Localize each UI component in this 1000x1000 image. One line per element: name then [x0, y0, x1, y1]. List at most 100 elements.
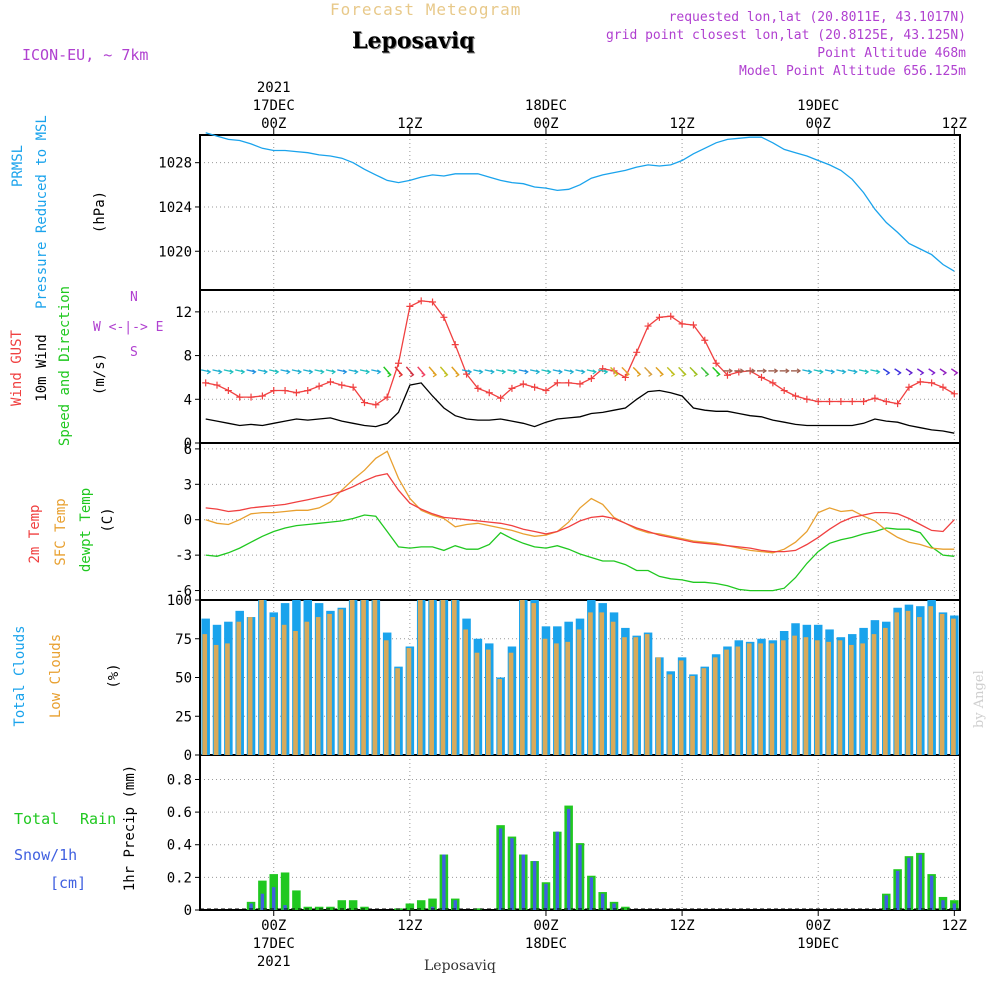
gust-marker: [882, 397, 890, 405]
precip-total-bar: [326, 906, 335, 910]
low-cloud-bar: [395, 668, 400, 755]
low-cloud-bar: [622, 637, 627, 755]
clouds-ytick-label: 100: [167, 593, 192, 609]
wind-direction-arrowhead: [796, 368, 802, 374]
clouds-ytick-label: 75: [175, 632, 192, 648]
wind-direction-arrowhead: [331, 369, 337, 375]
gust-marker: [429, 298, 437, 306]
gust-marker: [701, 336, 709, 344]
precip-snow-bar: [532, 861, 537, 910]
low-cloud-bar: [474, 652, 480, 755]
precip-snow-bar: [907, 857, 911, 910]
pressure-ytick-label: 1024: [158, 200, 192, 216]
low-cloud-bar: [656, 657, 661, 755]
wind-ytick-label: 4: [184, 392, 192, 408]
low-cloud-bar: [690, 675, 695, 755]
wind-ytick-label: 0: [184, 436, 192, 452]
precip-snow-bar: [498, 828, 503, 910]
gust-marker: [553, 379, 561, 387]
wind-direction-arrowhead: [444, 372, 449, 378]
temp-ytick-label: 6: [184, 442, 192, 458]
clouds-ytick-label: 0: [184, 748, 192, 764]
low-cloud-bar: [848, 644, 854, 755]
low-cloud-bar: [497, 679, 503, 755]
gust-marker: [417, 297, 425, 305]
gust-marker: [236, 393, 244, 401]
low-cloud-bar: [758, 643, 763, 755]
wind-direction-arrowhead: [479, 369, 484, 375]
precip-snow-label: Snow/1h: [14, 846, 78, 864]
gust-marker: [757, 373, 765, 381]
low-cloud-bar: [951, 618, 956, 755]
low-cloud-bar: [486, 649, 491, 755]
gust-marker: [202, 379, 210, 387]
model-point-altitude: Model Point Altitude 656.125m: [739, 64, 966, 79]
gust-marker: [326, 378, 334, 386]
low-cloud-bar: [883, 627, 888, 755]
precip-rain-label: Rain: [80, 810, 117, 828]
low-cloud-bar: [247, 617, 253, 755]
bottom-hour-label: 12Z: [669, 918, 694, 934]
compass-west-east: W <-|-> E: [93, 320, 164, 335]
wind-direction-arrowhead: [274, 369, 280, 375]
pressure-ytick-label: 1028: [158, 156, 192, 172]
wind-direction-arrowhead: [659, 371, 664, 377]
low-cloud-bar: [701, 668, 707, 755]
wind-direction-arrowhead: [513, 369, 518, 375]
precip-total-bar: [303, 906, 313, 910]
bottom-year-label: 2021: [257, 954, 291, 970]
wind-direction-arrowhead: [739, 368, 745, 374]
precip-snow-bar: [453, 900, 457, 910]
compass-north: N: [130, 290, 138, 305]
wind-direction-arrowhead: [432, 372, 438, 378]
wind-direction-arrowhead: [218, 369, 223, 375]
gust-marker: [383, 393, 391, 401]
wind-direction-arrowhead: [547, 369, 552, 375]
low-cloud-bar: [383, 640, 389, 755]
low-cloud-bar: [236, 621, 242, 755]
temp-2m-line: [205, 472, 955, 553]
wind-direction-arrowhead: [876, 369, 881, 375]
wind-speed-line: [205, 382, 955, 434]
precip-snow-bar: [589, 877, 594, 910]
wind-direction-arrowhead: [693, 371, 699, 377]
gust-marker: [360, 399, 368, 407]
gust-marker: [406, 302, 414, 310]
precip-total-bar: [473, 908, 483, 910]
precip-snow-bar: [884, 895, 888, 910]
precip-snow-bar: [555, 831, 560, 910]
low-cloud-bar: [724, 649, 729, 755]
wind-direction-arrowhead: [908, 370, 914, 376]
gust-marker: [848, 397, 856, 405]
low-cloud-bar: [508, 652, 514, 755]
precip-total-bar: [405, 903, 415, 910]
gust-marker: [247, 393, 255, 401]
gust-marker: [542, 387, 550, 395]
gust-marker: [689, 321, 697, 329]
bottom-date-label: 18DEC: [525, 936, 567, 952]
gust-marker: [894, 400, 902, 408]
wind-direction-arrowhead: [853, 369, 858, 375]
top-date-label: 19DEC: [797, 98, 839, 114]
wind-ytick-label: 12: [175, 305, 192, 321]
wind-ytick-label: 8: [184, 349, 192, 365]
precip-total-bar: [416, 900, 426, 910]
gust-marker: [723, 371, 731, 379]
low-cloud-bar: [633, 637, 639, 755]
wind-direction-arrowhead: [614, 371, 619, 377]
precip-snow-bar: [544, 883, 548, 910]
wind-direction-arrowhead: [524, 369, 529, 375]
gust-marker: [712, 359, 720, 367]
top-date-label: 17DEC: [253, 98, 295, 114]
top-hour-label: 00Z: [806, 116, 831, 132]
pressure-ytick-label: 1020: [158, 244, 192, 260]
gust-marker: [950, 390, 958, 398]
low-cloud-bar: [213, 644, 219, 755]
gust-marker: [803, 395, 811, 403]
bottom-station-name: Leposaviq: [424, 958, 496, 974]
low-cloud-bar: [315, 617, 321, 755]
gust-marker: [837, 397, 845, 405]
wind-direction-arrowhead: [354, 369, 359, 375]
low-cloud-bar: [610, 621, 616, 755]
